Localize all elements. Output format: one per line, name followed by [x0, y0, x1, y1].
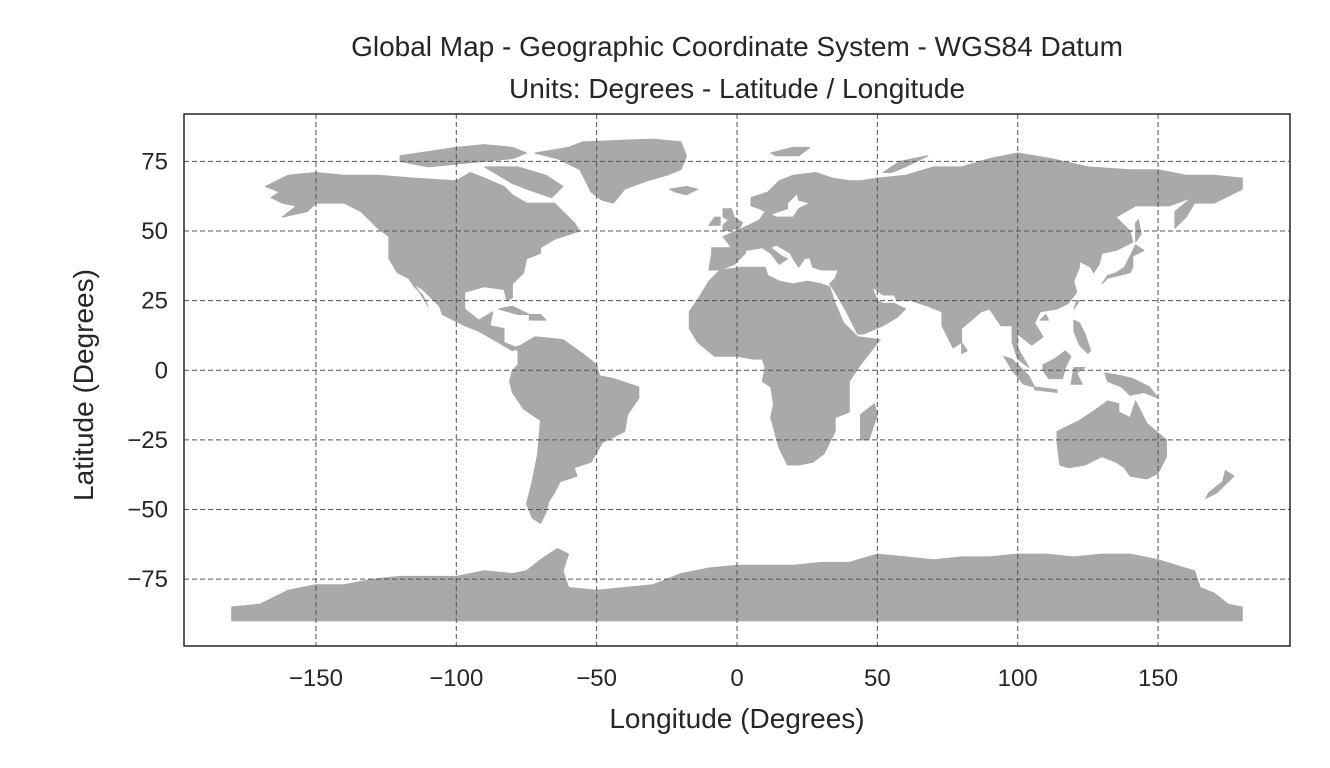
landmass-north-america [264, 172, 581, 352]
y-tick-label: 25 [141, 288, 168, 315]
landmass-japan [1101, 244, 1145, 285]
landmass-sri-lanka [961, 341, 968, 354]
plot-area [183, 113, 1291, 647]
landmass-borneo [1042, 350, 1072, 380]
x-tick-label: −50 [576, 665, 617, 692]
x-tick-label: 50 [864, 665, 891, 692]
x-tick-label: 100 [998, 665, 1038, 692]
landmass-new-guinea [1104, 372, 1159, 399]
y-tick-label: 75 [141, 148, 168, 175]
y-tick-label: −75 [127, 566, 168, 593]
chart-title-line-2: Units: Degrees - Latitude / Longitude [509, 73, 965, 104]
landmass-svalbard [770, 146, 811, 157]
landmass-baffin-island [483, 166, 564, 199]
landmass-arabia [834, 286, 906, 335]
y-axis-label: Latitude (Degrees) [68, 269, 99, 501]
landmass-great-britain [722, 208, 744, 232]
landmass-hispaniola [528, 314, 547, 321]
grid-layer [184, 114, 1290, 646]
chart-title-line-1: Global Map - Geographic Coordinate Syste… [351, 31, 1123, 62]
landmass-iceland [669, 185, 699, 196]
y-tick-label: −50 [127, 497, 168, 524]
x-tick-label: −150 [289, 665, 343, 692]
x-tick-label: 150 [1138, 665, 1178, 692]
y-tick-label: 0 [155, 357, 168, 384]
y-tick-label: 50 [141, 218, 168, 245]
x-axis-ticks: −150 −100 −50 0 50 100 150 [289, 665, 1178, 692]
landmass-eurasia [708, 152, 1243, 368]
landmass-new-zealand [1205, 470, 1235, 499]
landmass-greenland [534, 138, 687, 204]
x-tick-label: −100 [429, 665, 483, 692]
landmass-java [1034, 386, 1058, 393]
landmass-hainan [1039, 314, 1050, 321]
landmass-philippines [1073, 319, 1092, 354]
y-axis-ticks: −75 −50 −25 0 25 50 75 [127, 148, 168, 593]
land-layer [231, 138, 1243, 622]
landmass-taiwan [1073, 300, 1080, 310]
landmass-south-america [509, 336, 640, 524]
landmass-ireland [708, 216, 721, 226]
landmass-australia [1056, 400, 1167, 480]
x-tick-label: 0 [730, 665, 743, 692]
landmass-antarctica [231, 548, 1243, 622]
y-tick-label: −25 [127, 427, 168, 454]
x-axis-label: Longitude (Degrees) [609, 703, 864, 734]
axes-frame [183, 113, 1291, 647]
landmass-arctic-islands [399, 144, 527, 168]
